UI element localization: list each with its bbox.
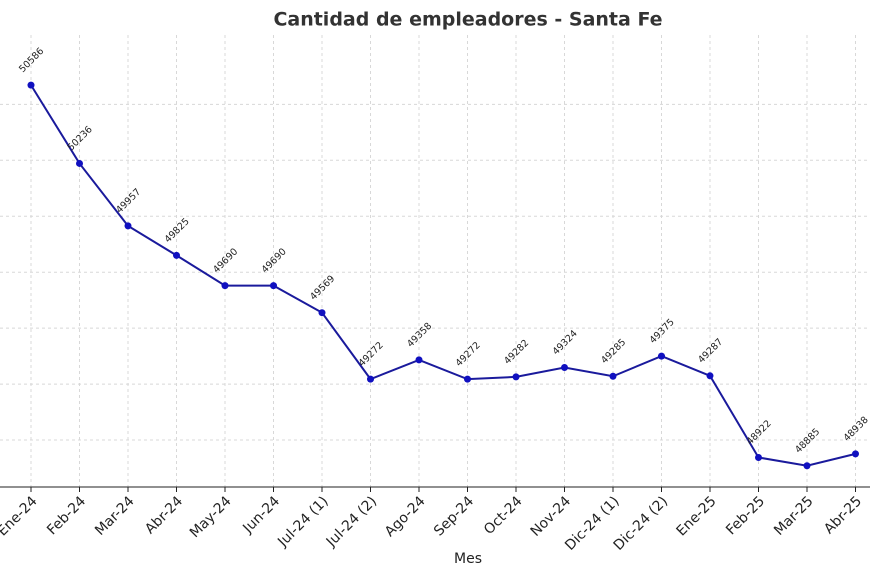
data-label: 48922 <box>745 418 774 447</box>
marker <box>852 450 859 458</box>
x-tick-label: Sep-24 <box>431 493 477 539</box>
marker <box>803 462 811 470</box>
x-tick-label: Oct-24 <box>481 493 526 538</box>
marker <box>318 309 326 317</box>
data-label: 50236 <box>66 124 95 153</box>
x-tick-label: Ago-24 <box>382 493 429 540</box>
marker <box>561 364 568 372</box>
x-tick-label: Mar-24 <box>92 493 138 539</box>
x-tick-label: Jul-24 (2) <box>323 493 380 550</box>
x-tick-label: Jul-24 (1) <box>274 493 331 550</box>
data-label: 49282 <box>502 338 531 367</box>
marker <box>512 373 520 381</box>
x-tick-label: Nov-24 <box>528 493 575 540</box>
marker <box>464 375 471 383</box>
x-tick-label: May-24 <box>187 493 235 541</box>
x-axis-label: Mes <box>454 551 482 567</box>
data-label: 49375 <box>648 317 677 346</box>
data-label: 49690 <box>211 246 240 275</box>
marker <box>609 372 617 380</box>
data-label: 49957 <box>114 187 143 216</box>
data-label: 50586 <box>17 46 46 75</box>
data-label: 49272 <box>454 340 483 369</box>
data-label: 49825 <box>163 216 192 245</box>
data-label: 49272 <box>357 340 386 369</box>
x-tick-label: Jun-24 <box>239 493 283 537</box>
data-label: 49287 <box>696 337 725 366</box>
marker <box>367 375 374 383</box>
marker <box>755 453 762 461</box>
marker <box>415 356 423 364</box>
x-tick-label: Feb-25 <box>723 493 768 538</box>
data-label: 49569 <box>308 273 337 302</box>
marker <box>270 282 277 290</box>
data-label: 49324 <box>551 328 580 357</box>
x-tick-label: Ene-25 <box>674 493 720 539</box>
marker <box>706 372 714 380</box>
marker <box>173 251 180 259</box>
data-label: 49690 <box>260 246 289 275</box>
line <box>30 84 856 467</box>
data-label: 48885 <box>793 426 822 455</box>
data-label: 49285 <box>599 337 628 366</box>
x-tick-label: Ene-24 <box>0 493 41 539</box>
marker <box>221 282 229 290</box>
marker <box>124 222 132 230</box>
x-tick-label: Feb-24 <box>44 493 89 538</box>
x-tick-label: Abr-25 <box>821 493 865 537</box>
marker <box>658 352 665 360</box>
x-tick-label: Abr-24 <box>142 493 186 537</box>
marker <box>76 159 83 167</box>
x-tick-label: Mar-25 <box>771 493 817 539</box>
data-label: 49358 <box>405 321 434 350</box>
marker <box>27 81 35 89</box>
chart-title: Cantidad de empleadores - Santa Fe <box>273 9 662 31</box>
